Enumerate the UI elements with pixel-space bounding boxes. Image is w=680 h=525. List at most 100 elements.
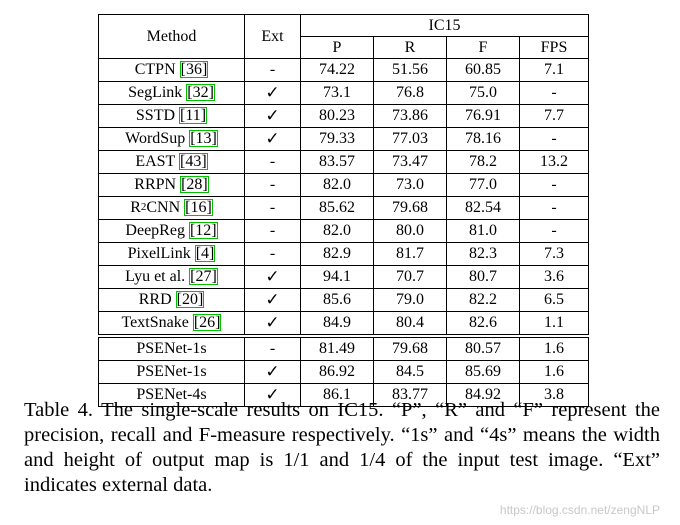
p-cell: 82.0 — [300, 173, 374, 197]
p-cell: 73.1 — [300, 81, 374, 105]
ext-cell: - — [244, 58, 301, 82]
table-row: PSENet-1s -81.49 79.68 80.57 1.6 — [98, 337, 589, 361]
table-row: DeepReg [12] -82.0 80.0 81.0- — [98, 219, 589, 243]
p-cell: 79.33 — [300, 127, 374, 151]
table-row: PSENet-4s ✓ 86.1 83.77 84.92 3.8 — [98, 383, 589, 407]
ext-cell: - — [244, 242, 301, 266]
r-cell: 73.0 — [373, 173, 447, 197]
p-cell: 94.1 — [300, 265, 374, 289]
p-cell: 82.9 — [300, 242, 374, 266]
method-name: WordSup — [125, 130, 186, 147]
fps-cell: 13.2 — [519, 150, 589, 174]
fps-cell: 7.1 — [519, 58, 589, 82]
fps-cell: - — [519, 81, 589, 105]
citation-link: [27] — [189, 268, 218, 285]
citation-link: [36] — [179, 61, 209, 78]
header-p: P — [300, 36, 374, 59]
table-row: TextSnake [26] ✓ 84.9 80.4 82.6 1.1 — [98, 311, 589, 335]
results-table: Method Ext IC15 P R F FPS CTPN [36] -74.2… — [98, 14, 589, 407]
method-cell: DeepReg [12] — [98, 219, 245, 243]
p-cell: 80.23 — [300, 104, 374, 128]
fps-cell: 7.3 — [519, 242, 589, 266]
r-cell: 79.0 — [373, 288, 447, 312]
method-cell: CTPN [36] — [98, 58, 245, 82]
citation-link: [43] — [179, 153, 208, 170]
method-cell: SegLink [32] — [98, 81, 245, 105]
header-ic15: IC15 — [300, 14, 589, 37]
method-cell: WordSup [13] — [98, 127, 245, 151]
table-row: SegLink [32] ✓ 73.1 76.8 75.0- — [98, 81, 589, 105]
fps-cell: 1.6 — [519, 360, 589, 384]
method-name: Lyu et al. — [125, 268, 186, 285]
fps-cell: - — [519, 219, 589, 243]
citation-link: [12] — [188, 222, 218, 239]
method-cell: PSENet-1s — [98, 337, 245, 361]
table-row: RRD [20] ✓ 85.6 79.0 82.2 6.5 — [98, 288, 589, 312]
method-name: EAST — [135, 153, 176, 170]
header-row-1: Method Ext IC15 — [98, 14, 589, 59]
r-cell: 76.8 — [373, 81, 447, 105]
f-cell: 80.57 — [446, 337, 520, 361]
r-cell: 77.03 — [373, 127, 447, 151]
header-row-2: P R F FPS — [99, 36, 589, 59]
citation-link: [20] — [175, 291, 205, 308]
f-cell: 77.0 — [446, 173, 520, 197]
p-cell: 74.22 — [300, 58, 374, 82]
method-cell: TextSnake [26] — [98, 311, 245, 335]
p-cell: 83.57 — [300, 150, 374, 174]
method-name: RRD — [138, 291, 172, 308]
r-cell: 80.4 — [373, 311, 447, 335]
fps-cell: 3.6 — [519, 265, 589, 289]
ext-cell: ✓ — [244, 265, 301, 289]
f-cell: 75.0 — [446, 81, 520, 105]
baseline-rows: CTPN [36] -74.22 51.56 60.85 7.1 SegLink [32]… — [98, 58, 589, 335]
p-cell: 84.9 — [300, 311, 374, 335]
table-row: R2CNN [16] -85.62 79.68 82.54- — [98, 196, 589, 220]
fps-cell: - — [519, 173, 589, 197]
table-caption: Table 4. The single-scale results on IC1… — [24, 399, 660, 496]
citation-link: [28] — [180, 176, 209, 193]
header-method: Method — [98, 14, 245, 59]
table-row: RRPN [28] -82.0 73.0 77.0- — [98, 173, 589, 197]
r-cell: 51.56 — [373, 58, 447, 82]
psenet-rows: PSENet-1s -81.49 79.68 80.57 1.6 PSENet-1s ✓ 86… — [98, 337, 589, 407]
method-cell: R2CNN [16] — [98, 196, 245, 220]
method-superscript: 2 — [140, 201, 147, 213]
fps-cell: 1.1 — [519, 311, 589, 335]
method-name: TextSnake — [121, 314, 189, 331]
r-cell: 83.77 — [373, 383, 447, 407]
fps-cell: 6.5 — [519, 288, 589, 312]
ext-cell: ✓ — [244, 81, 301, 105]
r-cell: 70.7 — [373, 265, 447, 289]
method-name: SSTD — [135, 107, 176, 124]
citation-link: [13] — [189, 130, 218, 147]
f-cell: 78.16 — [446, 127, 520, 151]
f-cell: 81.0 — [446, 219, 520, 243]
f-cell: 82.2 — [446, 288, 520, 312]
fps-cell: - — [519, 196, 589, 220]
method-cell: PSENet-1s — [98, 360, 245, 384]
ext-cell: ✓ — [244, 383, 301, 407]
header-ext: Ext — [244, 14, 301, 59]
header-fps: FPS — [519, 36, 589, 59]
ext-cell: ✓ — [244, 104, 301, 128]
r-cell: 80.0 — [373, 219, 447, 243]
f-cell: 80.7 — [446, 265, 520, 289]
f-cell: 85.69 — [446, 360, 520, 384]
table-row: Lyu et al. [27] ✓ 94.1 70.7 80.7 3.6 — [98, 265, 589, 289]
method-cell: Lyu et al. [27] — [98, 265, 245, 289]
ext-cell: - — [244, 150, 301, 174]
ext-cell: ✓ — [244, 127, 301, 151]
method-name: RRPN — [134, 176, 177, 193]
p-cell: 86.1 — [300, 383, 374, 407]
table-row: EAST [43] -83.57 73.47 78.2 13.2 — [98, 150, 589, 174]
r-cell: 84.5 — [373, 360, 447, 384]
method-cell: SSTD [11] — [98, 104, 245, 128]
table-row: WordSup [13] ✓ 79.33 77.03 78.16- — [98, 127, 589, 151]
fps-cell: 3.8 — [519, 383, 589, 407]
header-r: R — [373, 36, 447, 59]
r-cell: 81.7 — [373, 242, 447, 266]
method-name-suffix: CNN — [146, 199, 181, 216]
method-name: SegLink — [128, 84, 183, 101]
ext-cell: ✓ — [244, 288, 301, 312]
